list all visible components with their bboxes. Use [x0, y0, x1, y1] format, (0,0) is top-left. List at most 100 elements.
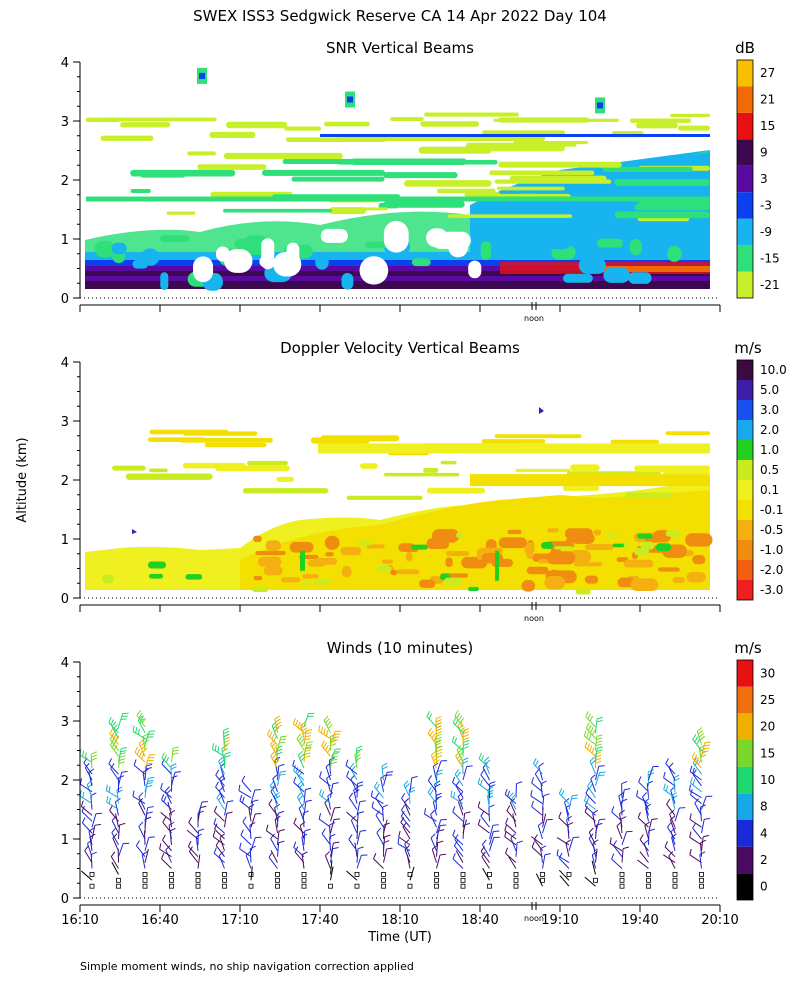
wind-barb-flag: [219, 833, 225, 838]
wind-barb-flag: [215, 781, 219, 788]
dop-streak: [426, 487, 486, 494]
wind-barb-flag: [91, 757, 98, 761]
snr-streak: [614, 178, 710, 186]
wind-barb-flag: [172, 752, 179, 755]
wind-barb-flag: [516, 781, 523, 785]
wind-barb-flag: [435, 728, 442, 732]
wind-barb-flag: [296, 733, 302, 739]
dop-patch: [551, 569, 558, 575]
wind-barb-flag: [532, 757, 537, 764]
dop-patch-pos: [655, 543, 672, 552]
wind-barb-flag: [298, 803, 305, 809]
wind-barb-flag: [510, 833, 516, 839]
wind-barb: [356, 848, 359, 863]
dop-layer: [470, 474, 710, 487]
wind-barb: [111, 861, 119, 875]
wind-barb-flag: [648, 772, 655, 776]
dop-patch: [686, 572, 706, 583]
colorbar-label: 0.5: [760, 463, 779, 477]
wind-barb-flag: [346, 770, 350, 777]
wind-barb: [538, 766, 543, 781]
colorbar-label: 0.1: [760, 483, 779, 497]
wind-barb-flag: [146, 781, 153, 785]
wind-calm: [513, 872, 519, 877]
wind-barb-flag: [268, 798, 273, 805]
wind-barb: [381, 766, 384, 781]
wind-barb: [297, 796, 305, 810]
wind-barb-flag: [404, 839, 410, 845]
wind-barb: [383, 848, 388, 863]
snr-patch: [411, 258, 431, 267]
noon-label: noon: [524, 314, 544, 323]
wind-barb-flag: [105, 784, 108, 791]
wind-barb-flag: [492, 824, 499, 826]
wind-barb: [239, 848, 252, 858]
wind-barb: [197, 801, 203, 816]
dop-patch: [381, 559, 394, 564]
colorbar-label: 21: [760, 93, 775, 107]
wind-barb-flag: [304, 749, 311, 752]
wind-barb: [86, 784, 93, 798]
wind-barb-flag: [558, 811, 562, 818]
wind-barb: [348, 839, 358, 852]
wind-barb: [481, 856, 490, 869]
wind-barb: [270, 755, 278, 769]
wind-barb: [81, 870, 93, 881]
wind-barb-flag: [477, 801, 481, 808]
wind-barb-flag: [274, 792, 280, 797]
wind-barb: [161, 763, 172, 775]
snr-region-cyan: [470, 152, 710, 255]
wind-barb-flag: [327, 723, 333, 729]
wind-barb: [268, 804, 278, 816]
wind-calm: [222, 872, 227, 877]
wind-barb-flag: [172, 749, 179, 752]
winds-unit-label: m/s: [734, 639, 762, 657]
dop-patch: [692, 554, 706, 565]
dop-patch: [623, 559, 654, 568]
wind-barb-flag: [595, 743, 602, 747]
wind-barb-flag: [161, 752, 165, 759]
wind-barb-flag: [466, 765, 473, 767]
wind-barb-flag: [384, 834, 391, 838]
wind-barb: [238, 790, 252, 799]
wind-barb-flag: [223, 730, 230, 735]
wind-barb-flag: [436, 731, 443, 735]
x-tick-label: 19:40: [621, 913, 658, 928]
wind-barb-flag: [397, 837, 400, 844]
wind-barb-flag: [689, 765, 693, 772]
wind-barb: [558, 858, 570, 869]
wind-barb-flag: [454, 834, 459, 840]
y-tick-label: 2: [61, 774, 69, 789]
wind-barb-flag: [297, 792, 302, 798]
wind-barb-flag: [692, 767, 695, 774]
dop-streak: [242, 488, 329, 494]
wind-barb-flag: [591, 729, 596, 736]
wind-barb-flag: [321, 790, 325, 797]
wind-barb: [144, 731, 150, 745]
dop-patch: [253, 575, 263, 581]
wind-barb: [277, 772, 281, 786]
wind-barb: [371, 796, 384, 805]
wind-barb: [692, 762, 702, 775]
wind-barb: [669, 819, 676, 834]
wind-barb-flag: [166, 789, 172, 795]
dop-patch: [481, 552, 504, 564]
wind-barb: [330, 866, 334, 881]
snr-colorbar: -21 -15 -9 -3 3 9 15 21 27: [736, 59, 780, 299]
wind-barb-flag: [163, 796, 167, 803]
wind-barb-flag: [538, 762, 544, 767]
snr-patch: [94, 240, 116, 258]
winds-colorbar: 0 2 4 8 10 15 20 25 30: [736, 659, 775, 901]
colorbar-swatch: [737, 380, 753, 400]
wind-barb-flag: [187, 840, 192, 847]
wind-barb-flag: [267, 729, 271, 736]
wind-barb: [214, 828, 225, 840]
wind-barb-flag: [91, 851, 97, 855]
wind-barb-flag: [487, 786, 494, 791]
snr-streak: [489, 170, 595, 176]
wind-barb: [324, 855, 331, 869]
wind-barb: [215, 774, 225, 787]
noon-label: noon: [524, 614, 544, 623]
colorbar-label: 3: [760, 172, 768, 186]
wind-calm: [116, 877, 121, 883]
